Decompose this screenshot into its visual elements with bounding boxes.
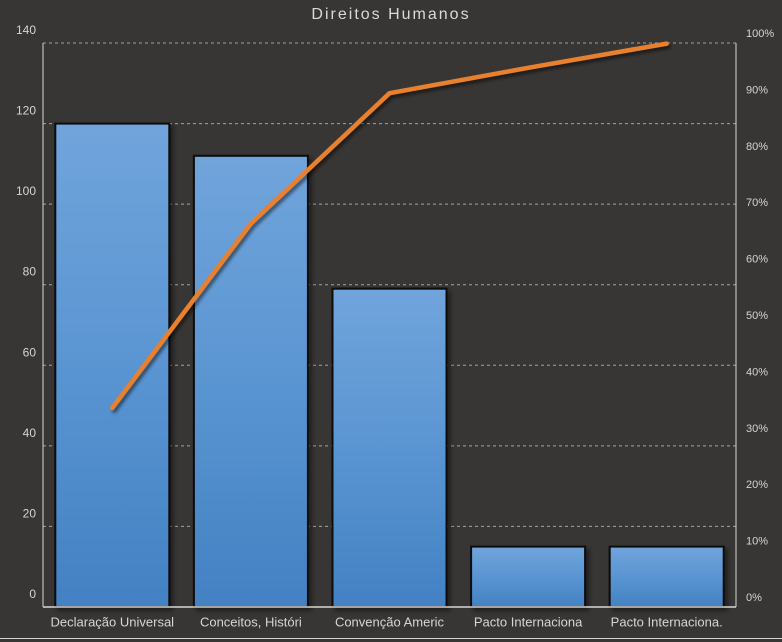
left-axis-tick-40: 40 <box>23 426 37 440</box>
bar-4 <box>608 545 725 608</box>
bar-2 <box>331 287 448 608</box>
category-label-1: Conceitos, Históri <box>200 615 302 630</box>
left-axis-tick-60: 60 <box>23 345 37 359</box>
right-axis-tick-0%: 0% <box>746 592 762 604</box>
right-axis-tick-90%: 90% <box>746 84 768 96</box>
right-axis-tick-100%: 100% <box>746 28 774 40</box>
bar-0 <box>54 122 171 608</box>
cumulative-percent-line <box>110 41 669 411</box>
right-axis-tick-60%: 60% <box>746 254 768 266</box>
left-axis-tick-120: 120 <box>16 104 36 118</box>
right-axis-tick-20%: 20% <box>746 479 768 491</box>
left-axis-tick-80: 80 <box>23 265 37 279</box>
category-label-4: Pacto Internaciona. <box>611 615 723 630</box>
right-axis-tick-80%: 80% <box>746 141 768 153</box>
bar-3 <box>470 545 587 608</box>
category-label-2: Convenção Americ <box>335 615 445 630</box>
right-axis-tick-50%: 50% <box>746 310 768 322</box>
right-axis-tick-10%: 10% <box>746 536 768 548</box>
left-axis-tick-100: 100 <box>16 184 36 198</box>
left-axis-tick-140: 140 <box>16 23 36 37</box>
category-label-0: Declaração Universal <box>51 615 175 630</box>
bar-1 <box>192 154 309 609</box>
chart-title: Direitos Humanos <box>311 6 471 23</box>
right-axis-tick-70%: 70% <box>746 197 768 209</box>
right-axis-tick-40%: 40% <box>746 366 768 378</box>
category-label-3: Pacto Internaciona <box>474 615 583 630</box>
right-axis-tick-30%: 30% <box>746 423 768 435</box>
left-axis-tick-0: 0 <box>29 587 36 601</box>
left-axis-tick-20: 20 <box>23 506 37 520</box>
bar-series <box>54 122 725 609</box>
